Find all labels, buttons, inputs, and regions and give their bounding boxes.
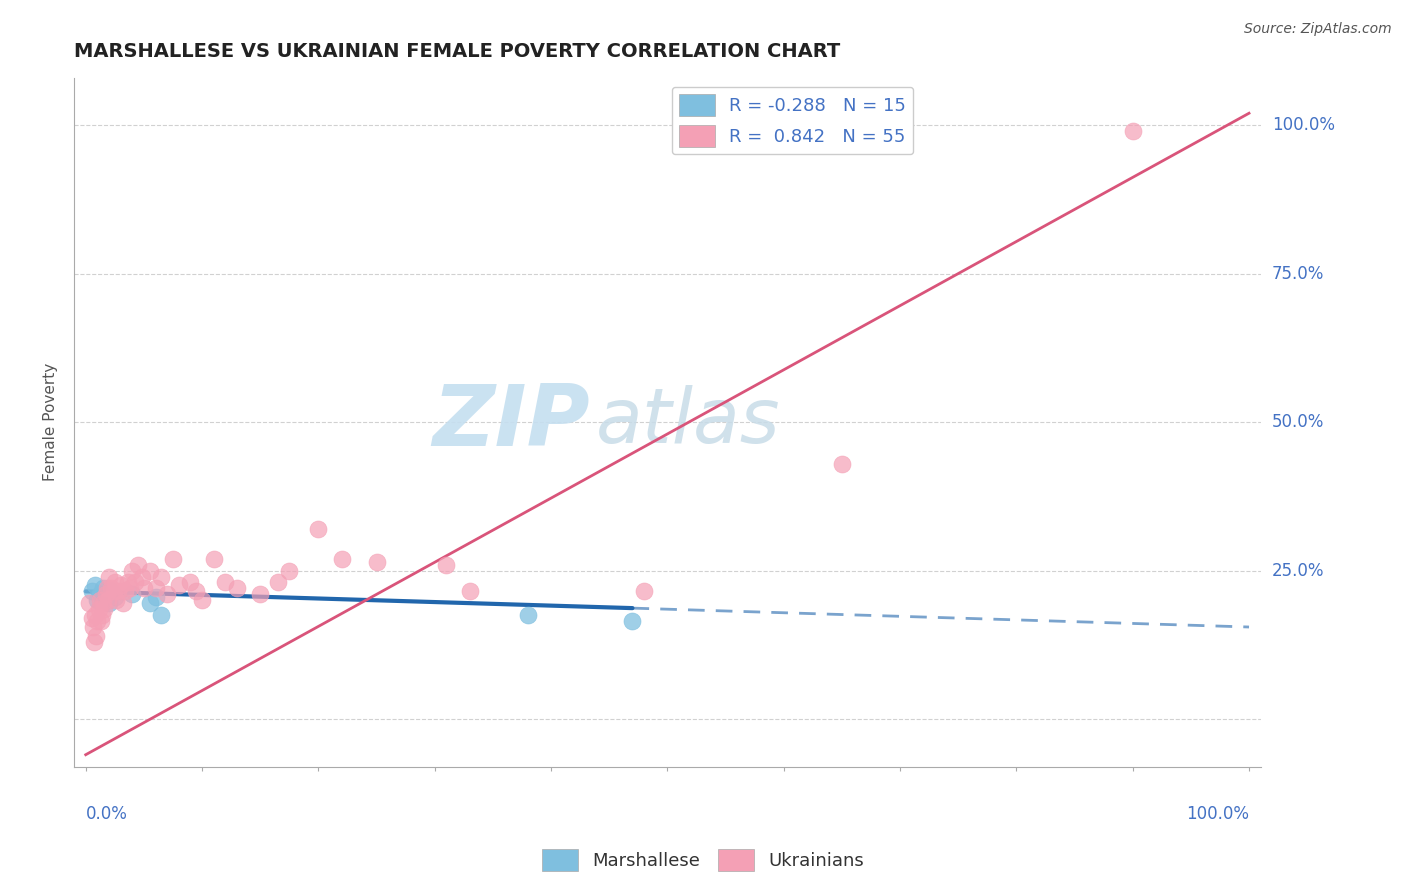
Point: [91, 608, 114, 623]
Point: [100, 584, 122, 599]
Point: [249, 587, 271, 601]
Point: [516, 608, 538, 623]
Text: 100.0%: 100.0%: [1187, 805, 1249, 823]
Point: [121, 587, 143, 601]
Text: Source: ZipAtlas.com: Source: ZipAtlas.com: [1244, 22, 1392, 37]
Point: [80, 611, 103, 625]
Point: [266, 575, 288, 590]
Point: [138, 596, 160, 610]
Point: [104, 575, 127, 590]
Point: [186, 584, 208, 599]
Point: [96, 582, 118, 596]
Legend: R = -0.288   N = 15, R =  0.842   N = 55: R = -0.288 N = 15, R = 0.842 N = 55: [672, 87, 914, 154]
Point: [80, 584, 103, 599]
Point: [83, 635, 105, 649]
Text: 0.0%: 0.0%: [86, 805, 128, 823]
Point: [110, 578, 132, 592]
Text: atlas: atlas: [596, 385, 780, 459]
Point: [1122, 124, 1144, 138]
Point: [86, 593, 108, 607]
Point: [214, 575, 236, 590]
Point: [77, 596, 100, 610]
Point: [89, 593, 111, 607]
Point: [145, 591, 167, 605]
Point: [138, 564, 160, 578]
Point: [831, 457, 853, 471]
Point: [366, 555, 388, 569]
Point: [191, 593, 214, 607]
Point: [84, 629, 107, 643]
Point: [104, 593, 127, 607]
Point: [100, 582, 122, 596]
Point: [93, 602, 115, 616]
Point: [87, 602, 110, 616]
Point: [621, 614, 644, 628]
Point: [91, 596, 114, 610]
Point: [97, 593, 120, 607]
Point: [145, 582, 167, 596]
Point: [127, 558, 149, 572]
Point: [434, 558, 457, 572]
Point: [82, 620, 104, 634]
Point: [202, 551, 225, 566]
Point: [90, 614, 112, 628]
Point: [103, 584, 125, 599]
Point: [104, 591, 127, 605]
Legend: Marshallese, Ukrainians: Marshallese, Ukrainians: [534, 842, 872, 879]
Point: [132, 582, 155, 596]
Text: 100.0%: 100.0%: [1272, 116, 1334, 134]
Text: ZIP: ZIP: [433, 381, 591, 464]
Point: [124, 575, 146, 590]
Point: [150, 569, 173, 583]
Point: [111, 596, 134, 610]
Point: [162, 551, 184, 566]
Point: [307, 522, 329, 536]
Point: [156, 587, 179, 601]
Point: [114, 584, 136, 599]
Point: [167, 578, 190, 592]
Text: MARSHALLESE VS UKRAINIAN FEMALE POVERTY CORRELATION CHART: MARSHALLESE VS UKRAINIAN FEMALE POVERTY …: [75, 42, 841, 61]
Point: [121, 564, 143, 578]
Point: [330, 551, 353, 566]
Point: [633, 584, 655, 599]
Point: [91, 582, 114, 596]
Text: 25.0%: 25.0%: [1272, 562, 1324, 580]
Point: [131, 569, 153, 583]
Point: [118, 582, 141, 596]
Point: [98, 596, 121, 610]
Point: [226, 582, 249, 596]
Point: [94, 587, 117, 601]
Point: [117, 575, 139, 590]
Point: [84, 608, 107, 623]
Point: [89, 587, 111, 601]
Point: [107, 584, 129, 599]
Text: 75.0%: 75.0%: [1272, 265, 1324, 283]
Text: 50.0%: 50.0%: [1272, 413, 1324, 431]
Point: [458, 584, 481, 599]
Point: [150, 608, 173, 623]
Point: [84, 578, 107, 592]
Point: [96, 591, 118, 605]
Y-axis label: Female Poverty: Female Poverty: [44, 363, 58, 481]
Point: [86, 614, 108, 628]
Point: [98, 569, 121, 583]
Point: [278, 564, 301, 578]
Point: [179, 575, 201, 590]
